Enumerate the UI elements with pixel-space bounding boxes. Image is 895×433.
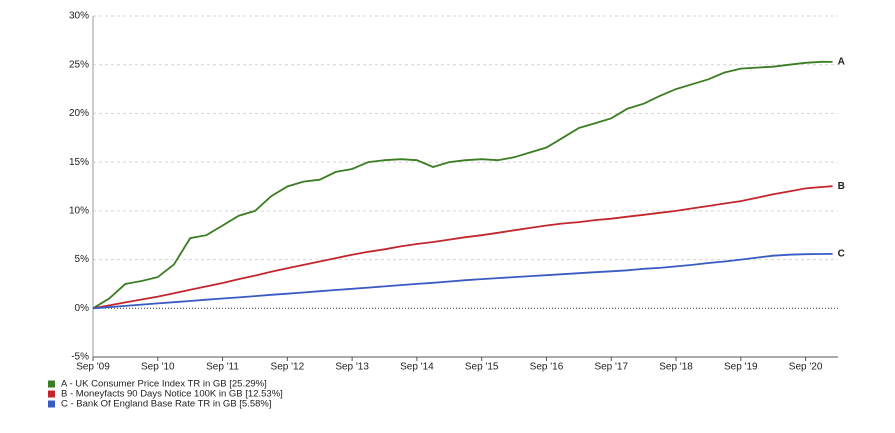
x-tick-label: Sep '16 bbox=[530, 362, 564, 373]
x-tick-label: Sep '20 bbox=[789, 362, 823, 373]
y-tick-label: -5% bbox=[71, 352, 89, 363]
x-tick-label: Sep '15 bbox=[465, 362, 499, 373]
series-line bbox=[92, 60, 833, 310]
x-tick-label: Sep '13 bbox=[335, 362, 369, 373]
legend-swatch bbox=[48, 390, 55, 398]
legend-label: A - UK Consumer Price Index TR in GB [25… bbox=[61, 379, 267, 390]
x-tick-label: Sep '10 bbox=[141, 362, 175, 373]
x-tick-label: Sep '17 bbox=[594, 362, 628, 373]
y-tick-label: 30% bbox=[69, 11, 89, 22]
end-label: C bbox=[838, 249, 845, 260]
y-tick-label: 25% bbox=[69, 59, 89, 70]
y-tick-label: 0% bbox=[75, 303, 90, 314]
x-tick-label: Sep '14 bbox=[400, 362, 434, 373]
legend-label: B - Moneyfacts 90 Days Notice 100K in GB… bbox=[61, 389, 283, 400]
end-label: B bbox=[838, 181, 845, 192]
legend-label: C - Bank Of England Base Rate TR in GB [… bbox=[61, 399, 272, 410]
x-tick-label: Sep '11 bbox=[206, 362, 239, 373]
legend-swatch bbox=[48, 380, 55, 388]
x-tick-label: Sep '19 bbox=[724, 362, 758, 373]
y-tick-label: 5% bbox=[75, 254, 90, 265]
y-tick-label: 15% bbox=[69, 157, 89, 168]
x-tick-label: Sep '12 bbox=[271, 362, 305, 373]
y-tick-label: 10% bbox=[69, 205, 89, 216]
series-line bbox=[92, 253, 833, 310]
series-line bbox=[92, 185, 833, 310]
plot-area bbox=[93, 16, 838, 357]
x-tick-label: Sep '18 bbox=[659, 362, 693, 373]
x-tick-label: Sep '09 bbox=[76, 362, 110, 373]
legend-swatch bbox=[48, 400, 55, 408]
y-tick-label: 20% bbox=[69, 108, 89, 119]
end-label: A bbox=[838, 57, 845, 68]
